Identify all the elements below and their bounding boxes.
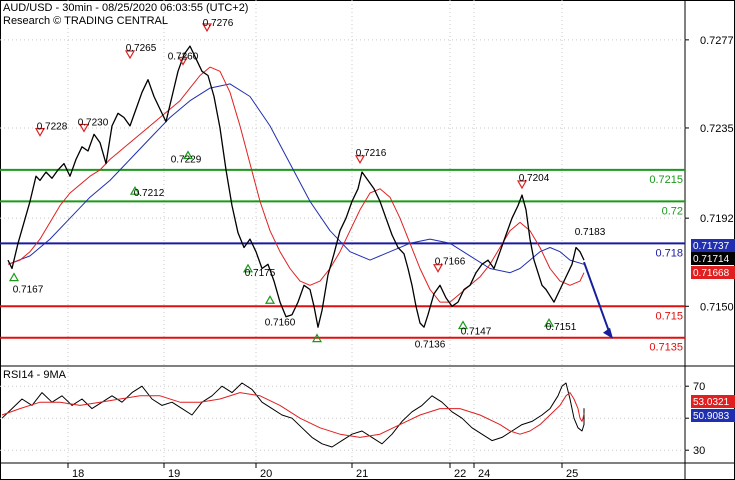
- trough-marker: [182, 150, 194, 160]
- price-annotation-label: 0.7216: [356, 148, 387, 159]
- trough-marker: [311, 333, 323, 343]
- rsi-tag-bg: [691, 409, 735, 422]
- price-annotation-label: 0.7276: [203, 18, 234, 29]
- forecast-arrow-shaft: [583, 261, 610, 332]
- level-label: 0.718: [655, 247, 683, 259]
- peak-marker: [177, 56, 189, 66]
- time-tick-label: 22: [454, 468, 466, 480]
- peak-marker: [354, 155, 366, 165]
- price-annotation-label: 0.7167: [13, 285, 44, 296]
- price-tick-label: 0.7192: [700, 213, 734, 225]
- price-annotation-label: 0.7166: [435, 257, 466, 268]
- trough-marker: [264, 295, 276, 304]
- level-label: 0.715: [655, 310, 683, 322]
- price-annotation-label: 0.7228: [37, 122, 68, 133]
- rsi-line: [1, 382, 585, 448]
- peak-marker: [201, 23, 213, 33]
- rsi-tag-label: 50.9083: [693, 411, 730, 422]
- price-annotation-label: 0.7183: [575, 227, 606, 238]
- peak-marker: [432, 264, 444, 273]
- time-tick-label: 25: [566, 468, 578, 480]
- price-line: [7, 45, 585, 328]
- rsi-panel-title: RSI14 - 9MA: [3, 369, 67, 381]
- ma-red-line: [7, 66, 585, 303]
- ma-blue-line: [7, 83, 585, 274]
- chart-subtitle: Research © TRADING CENTRAL: [3, 15, 168, 27]
- rsi-tick-label: 30: [693, 445, 705, 457]
- level-label: 0.72: [662, 205, 683, 217]
- price-tag-bg: [691, 252, 735, 265]
- price-tag-label: 0.71737: [693, 241, 730, 252]
- price-tag-bg: [691, 239, 735, 252]
- peak-marker: [124, 50, 136, 60]
- trough-marker: [242, 263, 254, 273]
- price-annotation-label: 0.7175: [245, 268, 276, 279]
- price-annotation-label: 0.7260: [168, 52, 199, 63]
- time-tick-label: 20: [260, 468, 272, 480]
- price-annotation-label: 0.7265: [126, 43, 157, 54]
- price-annotation-label: 0.7204: [519, 173, 550, 184]
- price-tick-label: 0.7235: [700, 123, 734, 135]
- price-annotation-label: 0.7229: [171, 155, 202, 166]
- price-annotation-label: 0.7212: [134, 188, 165, 199]
- trough-marker: [129, 185, 141, 195]
- price-tag-label: 0.71714: [693, 254, 730, 265]
- level-label: 0.7135: [649, 342, 683, 354]
- peak-marker: [78, 123, 90, 133]
- forecast-arrowhead: [603, 327, 613, 339]
- trough-marker: [8, 272, 20, 282]
- time-tick-label: 21: [356, 468, 368, 480]
- time-tick-label: 24: [478, 468, 490, 480]
- price-tag-bg: [691, 266, 735, 279]
- time-tick-label: 18: [72, 468, 84, 480]
- price-annotation-label: 0.7147: [461, 327, 492, 338]
- rsi-tick-label: 70: [693, 381, 705, 393]
- trough-marker: [457, 320, 469, 330]
- price-annotation-label: 0.7230: [78, 117, 109, 128]
- level-label: 0.7215: [649, 174, 683, 186]
- price-annotation-label: 0.7136: [415, 340, 446, 351]
- rsi-tag-bg: [691, 395, 735, 408]
- price-annotation-label: 0.7151: [546, 322, 577, 333]
- price-annotation-label: 0.7160: [265, 317, 296, 328]
- price-tag-label: 0.71668: [693, 268, 730, 279]
- price-tick-label: 0.7150: [700, 301, 734, 313]
- peak-marker: [34, 128, 46, 137]
- rsi-tag-label: 53.0321: [693, 397, 730, 408]
- peak-marker: [516, 180, 528, 190]
- chart-title: AUD/USD - 30min - 08/25/2020 06:03:55 (U…: [3, 2, 249, 14]
- time-tick-label: 19: [168, 468, 180, 480]
- price-tick-label: 0.7277: [700, 35, 734, 47]
- rsi-ma-line: [1, 392, 585, 438]
- trough-marker: [543, 317, 555, 327]
